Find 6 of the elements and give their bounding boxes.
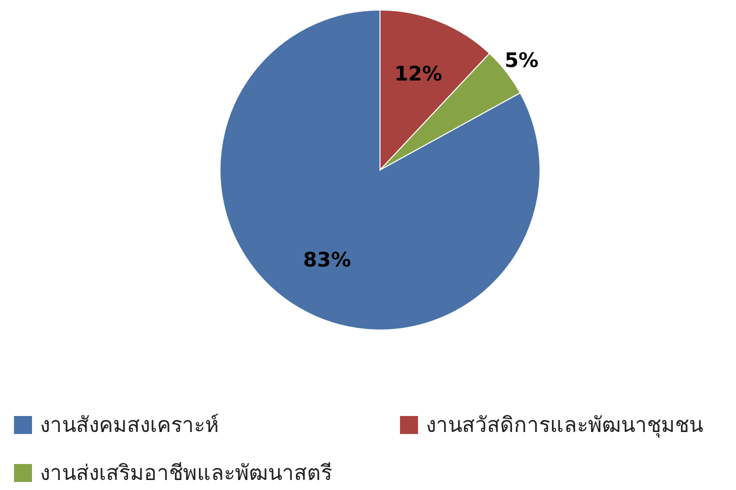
data-label: 83% [303,248,351,272]
data-label: 5% [504,48,539,72]
legend-label: งานสังคมสงเคราะห์ [40,413,219,437]
legend-label: งานสวัสดิการและพัฒนาชุมชน [426,413,703,438]
legend-label: งานส่งเสริมอาชีพและพัฒนาสตรี [40,461,332,485]
data-label: 12% [394,61,442,86]
